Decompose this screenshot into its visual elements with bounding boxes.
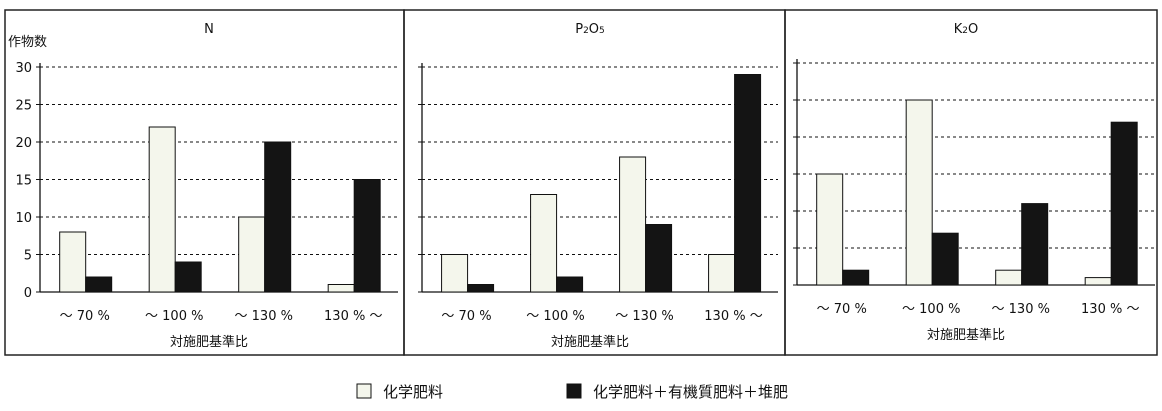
panel-3-x-label: 対施肥基準比 <box>927 327 1005 343</box>
panel-1-bar-chemical-4 <box>327 284 355 293</box>
legend-label-organic: 化学肥料＋有機質肥料＋堆肥 <box>593 383 788 401</box>
panel-3-bar-organic-1 <box>842 269 870 286</box>
panel-2-bar-organic-2 <box>556 276 584 293</box>
panel-1-x-tick-label: 130 % ～ <box>324 309 382 324</box>
panel-1-bar-organic-2 <box>174 261 202 293</box>
panel-3-x-tick-label: ～ 100 % <box>902 302 960 317</box>
panel-2-frame <box>403 9 786 356</box>
panel-3-bar-chemical-1 <box>816 173 844 286</box>
panel-1-y-tick-label: 5 <box>24 249 32 264</box>
panel-2-bar-chemical-2 <box>530 194 558 293</box>
panel-1-x-tick-label: ～ 130 % <box>235 309 293 324</box>
panel-1-x-tick-label: ～ 70 % <box>60 309 110 324</box>
panel-3-bar-organic-3 <box>1021 203 1049 286</box>
panel-1-bar-chemical-3 <box>238 216 266 293</box>
panel-2-bar-chemical-1 <box>441 254 469 293</box>
panel-2-x-tick-label: ～ 130 % <box>615 309 673 324</box>
panel-3-title: K2O <box>954 22 979 37</box>
panel-1-bar-chemical-1 <box>59 231 87 293</box>
panel-2-bar-chemical-4 <box>708 254 736 293</box>
panel-2-title: P2O5 <box>575 22 605 37</box>
legend-swatch-organic <box>566 383 582 399</box>
panel-1-y-tick-label: 20 <box>15 136 32 151</box>
panel-2-bar-organic-1 <box>467 284 495 293</box>
panel-1-x-label: 対施肥基準比 <box>170 334 248 350</box>
panel-3-bar-organic-2 <box>931 232 959 286</box>
panel-3-bar-organic-4 <box>1110 121 1138 286</box>
panel-1-x-tick-label: ～ 100 % <box>145 309 203 324</box>
panel-2-x-tick-label: ～ 100 % <box>526 309 584 324</box>
legend-swatch-chemical <box>356 383 372 399</box>
panel-1-y-tick-label: 30 <box>15 61 32 76</box>
panel-1-bar-organic-1 <box>85 276 113 293</box>
panel-1-bar-organic-3 <box>264 141 292 293</box>
panel-3-x-tick-label: ～ 130 % <box>992 302 1050 317</box>
panel-1-y-tick-label: 10 <box>15 211 32 226</box>
panel-1-y-tick-label: 0 <box>24 286 32 301</box>
panel-1-y-label: 作物数 <box>8 35 47 50</box>
panel-1-bar-organic-4 <box>353 179 381 293</box>
panel-2-x-tick-label: 130 % ～ <box>704 309 762 324</box>
panel-3-bar-chemical-3 <box>995 269 1023 286</box>
panel-1-y-tick-label: 25 <box>15 99 32 114</box>
panel-1-title: N <box>204 22 214 37</box>
panel-3-x-tick-label: 130 % ～ <box>1081 302 1139 317</box>
panel-2-bar-chemical-3 <box>619 156 647 293</box>
legend-label-chemical: 化学肥料 <box>383 383 443 401</box>
panel-1-y-tick-label: 15 <box>15 174 32 189</box>
panel-3-frame <box>784 9 1158 356</box>
panel-3-bar-chemical-2 <box>905 99 933 286</box>
panel-2-bar-organic-4 <box>734 74 762 293</box>
panel-1-frame <box>4 9 405 356</box>
panel-2-bar-organic-3 <box>645 224 673 293</box>
panel-3-bar-chemical-4 <box>1084 277 1112 286</box>
panel-2-x-label: 対施肥基準比 <box>551 334 629 350</box>
panel-1-bar-chemical-2 <box>148 126 176 293</box>
panel-2-x-tick-label: ～ 70 % <box>441 309 491 324</box>
panel-3-x-tick-label: ～ 70 % <box>817 302 867 317</box>
